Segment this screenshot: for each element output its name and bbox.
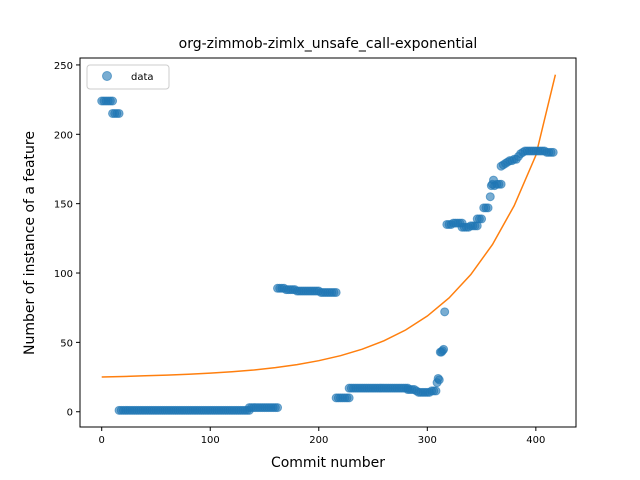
data-point bbox=[344, 393, 354, 403]
y-tick-label: 0 bbox=[67, 408, 73, 419]
legend-label-data: data bbox=[131, 72, 154, 83]
data-point bbox=[273, 403, 283, 413]
data-point bbox=[496, 179, 506, 189]
x-tick-label: 100 bbox=[201, 435, 220, 446]
chart-title: org-zimmob-zimlx_unsafe_call-exponential bbox=[179, 36, 478, 52]
x-tick-label: 0 bbox=[99, 435, 105, 446]
x-tick-label: 400 bbox=[526, 435, 545, 446]
data-point bbox=[440, 307, 450, 317]
data-point bbox=[485, 192, 495, 202]
data-point bbox=[439, 344, 449, 354]
y-tick-label: 150 bbox=[54, 200, 73, 211]
legend: data bbox=[86, 64, 170, 90]
legend-marker-data bbox=[102, 71, 112, 81]
y-tick-label: 250 bbox=[54, 61, 73, 72]
y-axis-ticks: 0 50 100 150 200 250 bbox=[54, 61, 80, 419]
fit-line-layer bbox=[101, 74, 557, 378]
data-point bbox=[331, 287, 341, 297]
y-tick-label: 200 bbox=[54, 130, 73, 141]
data-point bbox=[431, 386, 441, 396]
x-tick-label: 300 bbox=[418, 435, 437, 446]
fit-line bbox=[101, 74, 557, 378]
y-axis-label: Number of instance of a feature bbox=[22, 131, 38, 355]
plot-frame bbox=[79, 57, 577, 428]
data-point bbox=[108, 96, 118, 106]
data-points-layer bbox=[97, 96, 558, 415]
data-point bbox=[114, 108, 124, 118]
x-axis-label: Commit number bbox=[271, 455, 385, 471]
data-point bbox=[477, 214, 487, 224]
data-point bbox=[548, 147, 558, 157]
plot-area bbox=[80, 58, 576, 427]
x-tick-label: 200 bbox=[309, 435, 328, 446]
x-axis-ticks: 0 100 200 300 400 bbox=[99, 427, 545, 446]
y-tick-label: 100 bbox=[54, 269, 73, 280]
data-point bbox=[483, 203, 493, 213]
data-point bbox=[434, 375, 444, 385]
legend-box bbox=[86, 64, 170, 90]
y-tick-label: 50 bbox=[60, 338, 73, 349]
